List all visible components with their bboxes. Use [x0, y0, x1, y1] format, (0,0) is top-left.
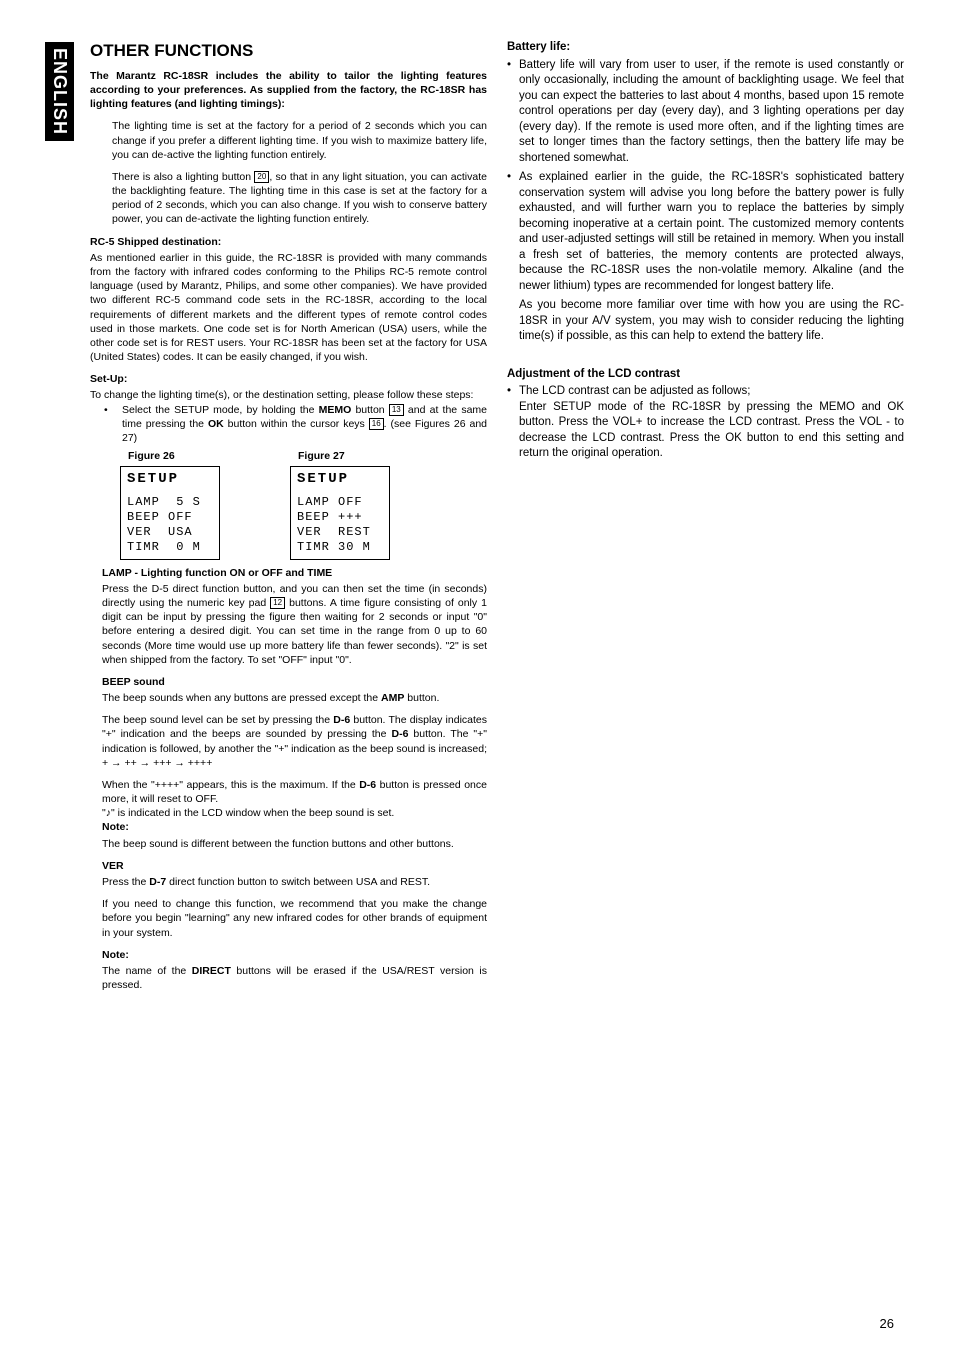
bullet-icon: • — [507, 170, 519, 294]
beep-p4: "♪" is indicated in the LCD window when … — [102, 806, 487, 820]
right-column: Battery life: • Battery life will vary f… — [507, 40, 904, 992]
page-number: 26 — [880, 1316, 894, 1331]
battery-p3: As you become more familiar over time wi… — [519, 298, 904, 345]
beep-p3: When the "++++" appears, this is the max… — [102, 778, 487, 806]
lcd-contrast-head: Adjustment of the LCD contrast — [507, 367, 904, 383]
battery-b1: • Battery life will vary from user to us… — [507, 58, 904, 167]
intro-bold: The Marantz RC-18SR includes the ability… — [90, 69, 487, 112]
lamp-head: LAMP - Lighting function ON or OFF and T… — [102, 566, 487, 580]
lamp-section: LAMP - Lighting function ON or OFF and T… — [102, 566, 487, 992]
bullet-icon: • — [104, 403, 122, 446]
left-column: OTHER FUNCTIONS The Marantz RC-18SR incl… — [90, 40, 487, 992]
battery-head: Battery life: — [507, 40, 904, 56]
setup-intro: To change the lighting time(s), or the d… — [90, 388, 487, 402]
beep-head: BEEP sound — [102, 675, 487, 689]
ver-p1: Press the D-7 direct function button to … — [102, 875, 487, 889]
ver-p2: If you need to change this function, we … — [102, 897, 487, 940]
lcd-b1: • The LCD contrast can be adjusted as fo… — [507, 384, 904, 400]
note-head-1: Note: — [102, 820, 487, 834]
lcd-p2: Enter SETUP mode of the RC-18SR by press… — [519, 400, 904, 462]
rc5-head: RC-5 Shipped destination: — [90, 235, 487, 249]
lcd-27: SETUP LAMP OFF BEEP +++ VER REST TIMR 30… — [290, 466, 390, 560]
beep-p2: The beep sound level can be set by press… — [102, 713, 487, 770]
fig27-label: Figure 27 — [298, 449, 345, 463]
language-tab: ENGLISH — [45, 42, 74, 141]
battery-b2: • As explained earlier in the guide, the… — [507, 170, 904, 294]
ver-head: VER — [102, 859, 487, 873]
ver-note: The name of the DIRECT buttons will be e… — [102, 964, 487, 992]
ref-12: 12 — [270, 597, 285, 609]
page-content: OTHER FUNCTIONS The Marantz RC-18SR incl… — [90, 40, 904, 992]
ref-16: 16 — [369, 418, 384, 430]
figure-row: Figure 26 SETUP LAMP 5 S BEEP OFF VER US… — [120, 449, 487, 560]
figure-26: Figure 26 SETUP LAMP 5 S BEEP OFF VER US… — [120, 449, 220, 560]
ref-20: 20 — [254, 171, 269, 183]
beep-note: The beep sound is different between the … — [102, 837, 487, 851]
setup-head: Set-Up: — [90, 372, 487, 386]
rc5-body: As mentioned earlier in this guide, the … — [90, 251, 487, 364]
page-title: OTHER FUNCTIONS — [90, 40, 487, 63]
bullet-icon: • — [507, 384, 519, 400]
fig26-label: Figure 26 — [128, 449, 175, 463]
note-head-2: Note: — [102, 948, 487, 962]
lcd-26: SETUP LAMP 5 S BEEP OFF VER USA TIMR 0 M — [120, 466, 220, 560]
figure-27: Figure 27 SETUP LAMP OFF BEEP +++ VER RE… — [290, 449, 390, 560]
beep-p1: The beep sounds when any buttons are pre… — [102, 691, 487, 705]
intro-p2: There is also a lighting button 20, so t… — [112, 170, 487, 227]
lamp-body: Press the D-5 direct function button, an… — [102, 582, 487, 667]
bullet-icon: • — [507, 58, 519, 167]
ref-13: 13 — [389, 404, 404, 416]
setup-bullet: • Select the SETUP mode, by holding the … — [104, 403, 487, 446]
intro-p1: The lighting time is set at the factory … — [112, 119, 487, 162]
